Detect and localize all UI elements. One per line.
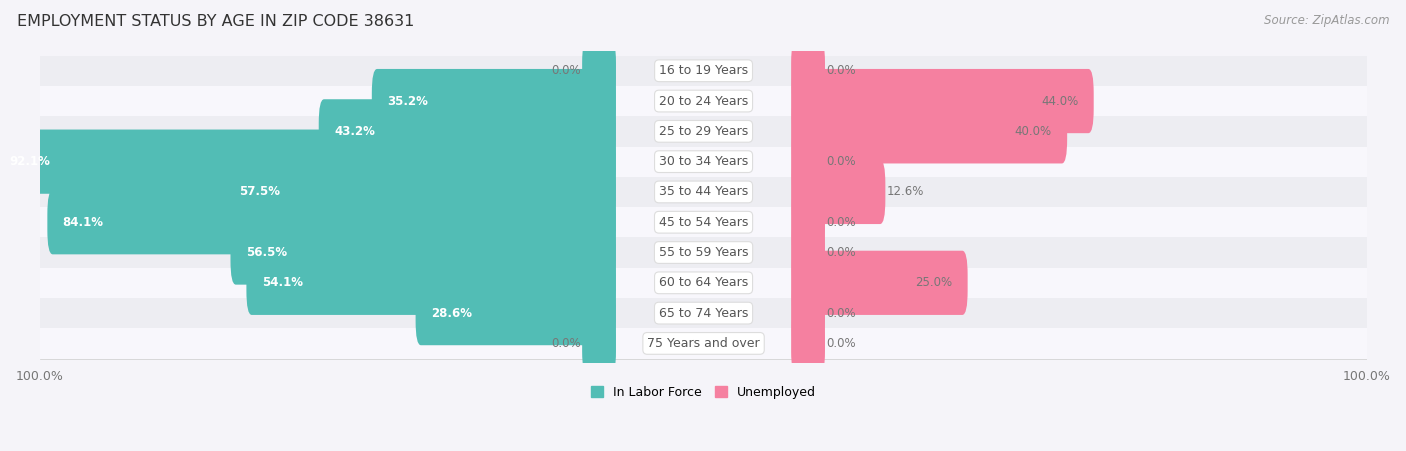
FancyBboxPatch shape <box>39 268 1367 298</box>
Text: 30 to 34 Years: 30 to 34 Years <box>659 155 748 168</box>
Text: 40.0%: 40.0% <box>1015 125 1052 138</box>
FancyBboxPatch shape <box>792 281 825 345</box>
Text: 75 Years and over: 75 Years and over <box>647 337 759 350</box>
FancyBboxPatch shape <box>792 311 825 376</box>
FancyBboxPatch shape <box>792 39 825 103</box>
FancyBboxPatch shape <box>39 298 1367 328</box>
Text: 43.2%: 43.2% <box>335 125 375 138</box>
Text: 25 to 29 Years: 25 to 29 Years <box>659 125 748 138</box>
Text: 0.0%: 0.0% <box>827 337 856 350</box>
FancyBboxPatch shape <box>792 129 825 194</box>
FancyBboxPatch shape <box>224 160 616 224</box>
Text: 55 to 59 Years: 55 to 59 Years <box>659 246 748 259</box>
FancyBboxPatch shape <box>582 311 616 376</box>
FancyBboxPatch shape <box>39 55 1367 86</box>
FancyBboxPatch shape <box>319 99 616 163</box>
FancyBboxPatch shape <box>416 281 616 345</box>
Text: 84.1%: 84.1% <box>63 216 104 229</box>
FancyBboxPatch shape <box>39 328 1367 359</box>
Text: EMPLOYMENT STATUS BY AGE IN ZIP CODE 38631: EMPLOYMENT STATUS BY AGE IN ZIP CODE 386… <box>17 14 415 28</box>
Text: 0.0%: 0.0% <box>827 64 856 77</box>
Text: Source: ZipAtlas.com: Source: ZipAtlas.com <box>1264 14 1389 27</box>
FancyBboxPatch shape <box>39 147 1367 177</box>
Text: 0.0%: 0.0% <box>827 155 856 168</box>
Text: 35.2%: 35.2% <box>387 95 427 108</box>
Text: 60 to 64 Years: 60 to 64 Years <box>659 276 748 290</box>
Text: 25.0%: 25.0% <box>915 276 952 290</box>
FancyBboxPatch shape <box>246 251 616 315</box>
FancyBboxPatch shape <box>39 207 1367 237</box>
Text: 28.6%: 28.6% <box>430 307 472 320</box>
FancyBboxPatch shape <box>39 177 1367 207</box>
Text: 20 to 24 Years: 20 to 24 Years <box>659 95 748 108</box>
FancyBboxPatch shape <box>792 99 1067 163</box>
Text: 54.1%: 54.1% <box>262 276 302 290</box>
Text: 65 to 74 Years: 65 to 74 Years <box>659 307 748 320</box>
FancyBboxPatch shape <box>39 237 1367 268</box>
Text: 16 to 19 Years: 16 to 19 Years <box>659 64 748 77</box>
FancyBboxPatch shape <box>39 116 1367 147</box>
FancyBboxPatch shape <box>792 251 967 315</box>
Text: 0.0%: 0.0% <box>551 64 581 77</box>
Text: 92.1%: 92.1% <box>10 155 51 168</box>
Text: 44.0%: 44.0% <box>1042 95 1078 108</box>
FancyBboxPatch shape <box>792 190 825 254</box>
Text: 0.0%: 0.0% <box>827 216 856 229</box>
Text: 45 to 54 Years: 45 to 54 Years <box>659 216 748 229</box>
FancyBboxPatch shape <box>48 190 616 254</box>
FancyBboxPatch shape <box>792 221 825 285</box>
Text: 56.5%: 56.5% <box>246 246 287 259</box>
FancyBboxPatch shape <box>792 160 886 224</box>
FancyBboxPatch shape <box>39 86 1367 116</box>
FancyBboxPatch shape <box>792 69 1094 133</box>
Text: 12.6%: 12.6% <box>887 185 924 198</box>
FancyBboxPatch shape <box>231 221 616 285</box>
Text: 0.0%: 0.0% <box>551 337 581 350</box>
FancyBboxPatch shape <box>0 129 616 194</box>
FancyBboxPatch shape <box>582 39 616 103</box>
Text: 0.0%: 0.0% <box>827 246 856 259</box>
FancyBboxPatch shape <box>371 69 616 133</box>
Text: 35 to 44 Years: 35 to 44 Years <box>659 185 748 198</box>
Text: 57.5%: 57.5% <box>239 185 280 198</box>
Legend: In Labor Force, Unemployed: In Labor Force, Unemployed <box>586 381 821 404</box>
Text: 0.0%: 0.0% <box>827 307 856 320</box>
